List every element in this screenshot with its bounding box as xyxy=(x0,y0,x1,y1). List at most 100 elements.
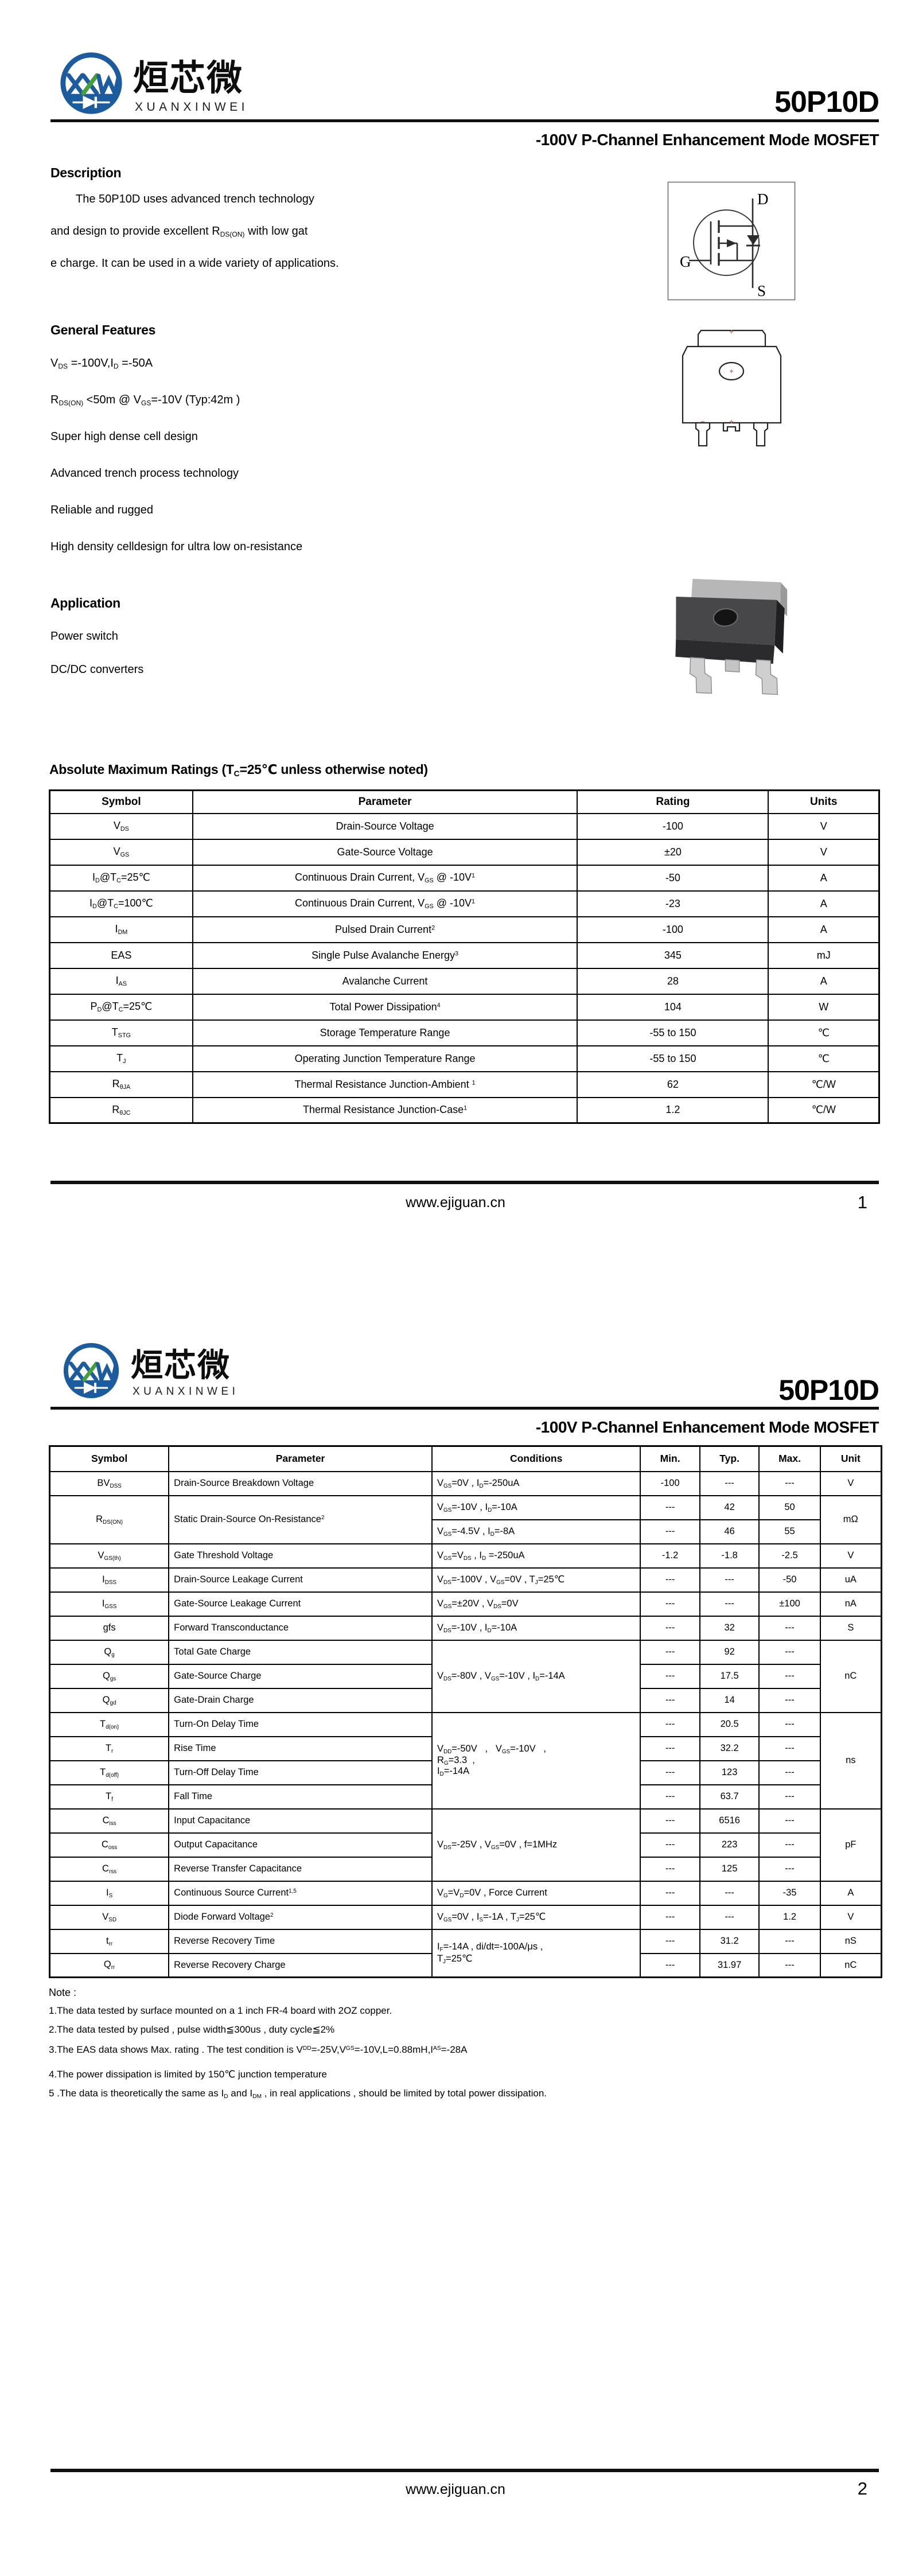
application-item: Power switch xyxy=(50,630,118,643)
package-outline-figure xyxy=(682,329,782,447)
table-cell: -2.5 xyxy=(758,1543,821,1569)
table-cell: -50 xyxy=(758,1567,821,1593)
brand-name-en: XUANXINWEI xyxy=(135,100,249,114)
notes-list: 1.The data tested by surface mounted on … xyxy=(49,2001,829,2106)
table-cell: IS xyxy=(49,1880,170,1906)
table-row: RθJA Thermal Resistance Junction-Ambient … xyxy=(49,1071,880,1098)
table-row: Coss Output Capacitance --- 223 --- xyxy=(49,1832,882,1858)
table-cell: S xyxy=(819,1615,882,1641)
table-cell: A xyxy=(768,916,880,943)
ec-table-container: Symbol Parameter Conditions Min. Typ. Max. Uni… xyxy=(49,1445,882,1978)
column-header: Symbol xyxy=(49,1445,170,1472)
table-cell: Reverse Recovery Charge xyxy=(168,1952,433,1978)
table-cell: Diode Forward Voltage2 xyxy=(168,1904,433,1930)
table-cell: --- xyxy=(699,1591,760,1617)
table-cell: --- xyxy=(640,1856,700,1882)
table-row: IGSS Gate-Source Leakage Current VGS=±20V … xyxy=(49,1591,882,1617)
column-header: Rating xyxy=(577,789,769,814)
feature-item: VDS =-100V,ID =-50A xyxy=(50,357,153,371)
table-cell: -1.8 xyxy=(699,1543,760,1569)
table-cell: Td(off) xyxy=(49,1760,170,1785)
table-cell: VDS xyxy=(49,812,193,840)
table-cell: 223 xyxy=(699,1832,760,1858)
table-cell: --- xyxy=(640,1928,700,1954)
table-cell: --- xyxy=(758,1928,821,1954)
table-cell: V xyxy=(768,838,880,866)
table-cell: -100 xyxy=(577,916,769,943)
table-cell: A xyxy=(768,967,880,995)
table-cell: BVDSS xyxy=(49,1470,170,1496)
note-item: 2.The data tested by pulsed , pulse widt… xyxy=(49,2024,335,2035)
table-cell: Forward Transconductance xyxy=(168,1615,433,1641)
header-row: Symbol Parameter Conditions Min. Typ. Max. Uni… xyxy=(49,1445,882,1472)
table-cell: 31.2 xyxy=(699,1928,760,1954)
table-cell: IDSS xyxy=(49,1567,170,1593)
table-cell: VGS=VDS , ID =-250uA xyxy=(431,1543,641,1569)
table-row: PD@TC=25℃ Total Power Dissipation4 104 W xyxy=(49,993,880,1021)
table-cell: ℃ xyxy=(768,1045,880,1072)
table-row: Tr Rise Time --- 32.2 --- xyxy=(49,1736,882,1761)
table-cell: 14 xyxy=(699,1687,760,1713)
table-cell: ID@TC=25℃ xyxy=(49,864,193,892)
table-row: Ciss Input Capacitance VDS=-25V , VGS=0V ,… xyxy=(49,1808,882,1882)
table-cell: RθJC xyxy=(49,1096,193,1124)
header-row: Symbol Parameter Rating Units xyxy=(49,789,880,814)
table-cell: Reverse Transfer Capacitance xyxy=(168,1856,433,1882)
table-cell: Drain-Source Leakage Current xyxy=(168,1567,433,1593)
table-cell: --- xyxy=(758,1639,821,1665)
table-cell: VGS=0V , IS=-1A , TJ=25℃ xyxy=(431,1904,641,1930)
table-cell: --- xyxy=(758,1760,821,1785)
footer-url: www.ejiguan.cn xyxy=(406,2481,505,2497)
table-cell: VGS=-4.5V , ID=-8A xyxy=(431,1519,641,1544)
dimension-marks xyxy=(701,330,733,423)
diode-icon xyxy=(74,1382,108,1394)
table-cell: Qgs xyxy=(49,1663,170,1689)
footer-url: www.ejiguan.cn xyxy=(406,1194,505,1211)
table-cell: 6516 xyxy=(699,1808,760,1834)
table-cell: --- xyxy=(758,1784,821,1810)
note-item: 3.The EAS data shows Max. rating . The t… xyxy=(49,2044,468,2056)
table-cell: VGS(th) xyxy=(49,1543,170,1569)
table-cell: Qrr xyxy=(49,1952,170,1978)
table-cell: --- xyxy=(640,1880,700,1906)
table-cell: ns xyxy=(819,1711,882,1810)
table-cell: 46 xyxy=(699,1519,760,1544)
table-cell: 92 xyxy=(699,1639,760,1665)
table-cell: -1.2 xyxy=(640,1543,700,1569)
table-cell: --- xyxy=(640,1687,700,1713)
table-cell: --- xyxy=(758,1711,821,1737)
table-row: EAS Single Pulse Avalanche Energy3 345 mJ xyxy=(49,941,880,969)
table-cell: Tr xyxy=(49,1736,170,1761)
table-cell: ±20 xyxy=(577,838,769,866)
table-cell: 63.7 xyxy=(699,1784,760,1810)
column-header: Typ. xyxy=(699,1445,760,1472)
table-row: trr Reverse Recovery Time IF=-14A , di/dt=… xyxy=(49,1928,882,1978)
amr-heading: Absolute Maximum Ratings (TC=25℃ unless … xyxy=(49,762,428,778)
table-cell: VGS=±20V , VDS=0V xyxy=(431,1591,641,1617)
table-cell: VSD xyxy=(49,1904,170,1930)
application-list: Power switch DC/DC converters xyxy=(50,630,395,696)
table-cell: 17.5 xyxy=(699,1663,760,1689)
table-cell: -50 xyxy=(577,864,769,892)
application-item: DC/DC converters xyxy=(50,663,144,676)
table-row: VDS Drain-Source Voltage -100 V xyxy=(49,812,880,840)
column-header: Conditions xyxy=(431,1445,641,1472)
section-heading-description: Description xyxy=(50,165,122,180)
table-cell: nS xyxy=(819,1928,882,1954)
feature-item: Super high dense cell design xyxy=(50,430,198,443)
table-cell: Reverse Recovery Time xyxy=(168,1928,433,1954)
table-row: TSTG Storage Temperature Range -55 to 150 ℃ xyxy=(49,1019,880,1046)
column-header: Parameter xyxy=(168,1445,433,1472)
table-cell: RθJA xyxy=(49,1071,193,1098)
table-cell: --- xyxy=(640,1519,700,1544)
doc-subtitle: -100V P-Channel Enhancement Mode MOSFET xyxy=(535,131,879,149)
table-cell: Static Drain-Source On-Resistance2 xyxy=(168,1495,433,1544)
table-row: Qgs Gate-Source Charge --- 17.5 --- xyxy=(49,1663,882,1689)
table-row: VGS(th) Gate Threshold Voltage VGS=VDS , I… xyxy=(49,1543,882,1569)
notes-title: Note : xyxy=(49,1987,77,1998)
table-cell: Drain-Source Breakdown Voltage xyxy=(168,1470,433,1496)
table-cell: --- xyxy=(758,1470,821,1496)
mosfet-symbol-figure: D G S xyxy=(667,181,796,301)
table-cell: Output Capacitance xyxy=(168,1832,433,1858)
table-cell: Gate-Source Voltage xyxy=(192,838,578,866)
